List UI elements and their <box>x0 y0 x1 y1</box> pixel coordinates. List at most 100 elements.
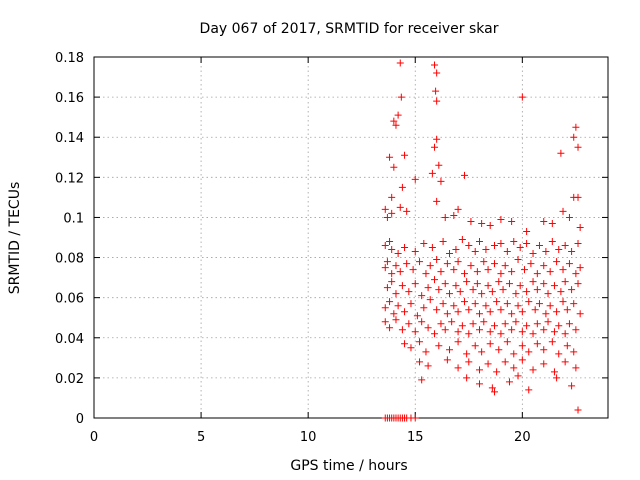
data-point <box>418 292 426 300</box>
data-point <box>437 320 445 328</box>
data-point <box>490 260 498 268</box>
data-point <box>516 282 524 290</box>
data-point <box>431 61 439 69</box>
data-point <box>467 262 475 270</box>
y-tick-label: 0 <box>76 412 84 427</box>
data-point <box>548 238 556 246</box>
grid-lines <box>94 57 608 418</box>
data-point <box>454 205 462 213</box>
data-point <box>433 256 441 264</box>
data-point <box>570 348 578 356</box>
data-point <box>518 356 526 364</box>
data-point <box>514 372 522 380</box>
data-point <box>439 300 447 308</box>
data-point <box>495 346 503 354</box>
data-point <box>396 59 404 67</box>
data-point <box>548 219 556 227</box>
data-point <box>510 238 518 246</box>
data-point <box>401 340 409 348</box>
data-point <box>435 286 443 294</box>
data-point <box>435 342 443 350</box>
data-point <box>514 256 522 264</box>
data-point <box>533 340 541 348</box>
data-point <box>514 302 522 310</box>
data-point <box>383 213 391 221</box>
data-point <box>454 338 462 346</box>
data-point <box>574 240 582 248</box>
data-point <box>476 366 483 374</box>
data-point <box>544 318 552 326</box>
data-point <box>426 262 434 270</box>
data-point <box>570 300 578 308</box>
data-point <box>565 320 573 328</box>
data-point <box>441 213 449 221</box>
data-point <box>478 290 486 298</box>
x-tick-label: 5 <box>197 430 205 445</box>
data-point <box>392 290 400 298</box>
data-point <box>540 262 548 270</box>
data-point <box>403 207 411 215</box>
data-point <box>497 270 505 278</box>
data-point <box>533 320 541 328</box>
data-point <box>529 278 537 286</box>
data-point <box>542 248 550 256</box>
data-point <box>398 282 406 290</box>
data-point <box>486 328 494 336</box>
data-point <box>523 240 531 248</box>
data-point <box>557 288 565 296</box>
data-point <box>441 280 449 288</box>
data-point <box>403 260 411 268</box>
x-tick-label: 15 <box>407 430 424 445</box>
data-point <box>465 306 473 314</box>
data-point <box>469 320 477 328</box>
data-point <box>486 308 494 316</box>
data-point <box>432 87 440 95</box>
data-point <box>411 248 419 256</box>
data-point <box>535 300 543 308</box>
data-point <box>463 350 471 358</box>
data-point <box>439 238 447 246</box>
data-point <box>531 306 539 314</box>
data-point <box>527 260 535 268</box>
data-point <box>561 278 569 286</box>
data-point <box>503 300 511 308</box>
data-point <box>544 290 552 298</box>
data-point <box>394 111 402 119</box>
data-point <box>576 223 584 231</box>
data-point <box>576 264 584 272</box>
data-point <box>503 248 511 256</box>
data-point <box>548 338 556 346</box>
axis-ticks <box>93 56 608 419</box>
data-point <box>388 270 396 278</box>
data-point <box>482 302 490 310</box>
data-point <box>454 364 462 372</box>
x-tick-label: 0 <box>90 430 98 445</box>
data-point <box>510 364 518 372</box>
data-point <box>572 270 580 278</box>
data-point <box>542 310 550 318</box>
data-point <box>518 342 526 350</box>
plot-frame <box>93 56 609 419</box>
data-point <box>488 384 496 392</box>
data-point <box>540 217 548 225</box>
data-point <box>561 242 569 250</box>
data-point <box>450 211 458 219</box>
y-tick-label: 0.18 <box>55 51 84 66</box>
data-point <box>450 266 458 274</box>
data-point <box>463 278 471 286</box>
data-point <box>518 93 526 101</box>
data-point <box>394 302 402 310</box>
data-point <box>407 300 415 308</box>
data-point <box>465 358 473 366</box>
data-point <box>433 135 441 143</box>
data-point <box>520 266 528 274</box>
data-point <box>553 258 561 266</box>
data-point <box>508 268 516 276</box>
data-point <box>501 358 509 366</box>
data-point <box>454 258 462 266</box>
y-tick-label: 0.12 <box>55 171 84 186</box>
data-point <box>574 280 582 288</box>
data-point <box>381 205 389 213</box>
data-point <box>546 302 554 310</box>
